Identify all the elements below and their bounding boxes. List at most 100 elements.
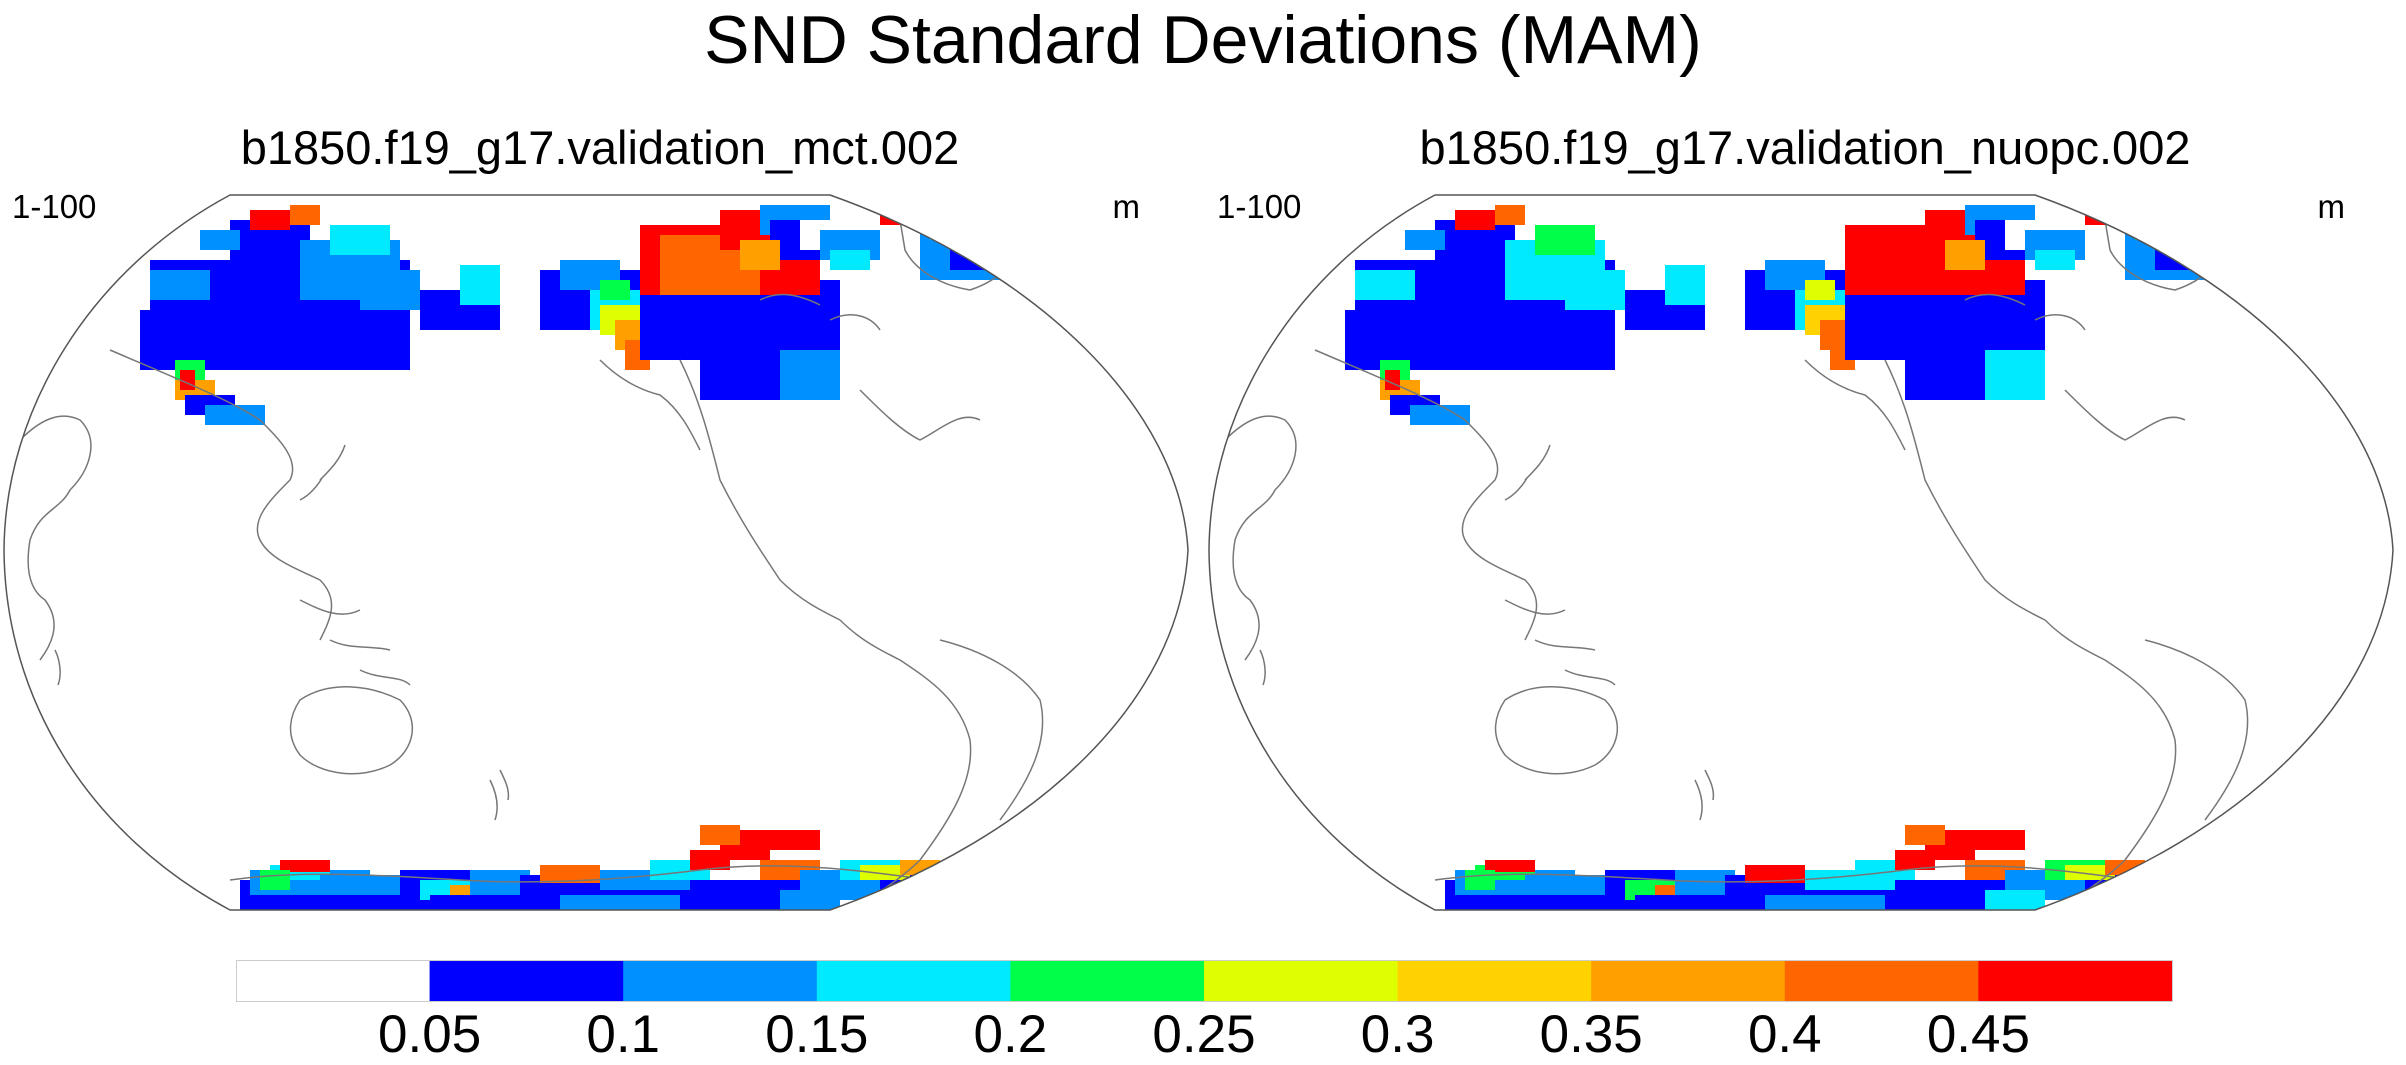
snow-field-cell [1535,225,1595,255]
snow-field-cell [1535,900,1635,910]
coastline [299,599,411,686]
colorbar-box [1204,960,1399,1002]
snow-field-cell [1455,210,1495,230]
snow-field-cell [1565,270,1625,310]
colorbar-tick-label: 0.3 [1360,1005,1435,1064]
coastline [2044,619,2177,901]
snow-field-cell [430,895,570,910]
snow-field-cell [1465,870,1495,890]
panel-title: b1850.f19_g17.validation_nuopc.002 [1419,121,2191,174]
panel-range-label: 1-100 [1217,188,1302,225]
coastline [109,349,333,641]
coastline [1314,349,1538,641]
snow-field-cell [1355,270,1415,300]
coastline [1434,865,2136,883]
snow-field-cell [1405,230,1445,250]
coastline [2064,389,2186,441]
snow-field-cell [1905,825,1945,845]
snow-field-cell [950,240,990,270]
snow-field-cell [2135,220,2165,240]
snow-field-cell [2035,250,2075,270]
snow-field-cell [140,310,300,370]
snow-field-cell [1635,895,1775,910]
coastline [1504,599,1616,686]
coastline [299,444,346,501]
coastline [939,639,1044,821]
snow-field-cell [1945,240,1985,270]
snow-field-cell [1985,890,2045,910]
coastline [1224,415,1297,661]
snow-field-cell [1745,865,1805,883]
map-nuopc [1208,194,2394,911]
snow-field-cell [1805,280,1835,300]
colorbar-tick-label: 0.1 [586,1005,661,1064]
snow-field-cell [320,875,400,895]
colorbar-box [236,960,431,1002]
snow-field-cell [1765,895,1885,910]
colorbar-tick-label: 0.15 [765,1005,869,1064]
coastline [229,865,931,883]
coastline [1504,444,1551,501]
snow-field-cell [1525,875,1605,895]
snow-field-cell [740,240,780,270]
snow-field-cell [880,205,920,225]
coastline [839,619,972,901]
panel-mct: b1850.f19_g17.validation_mct.002 1-100 m [0,110,1200,930]
coastline [859,389,981,441]
colorbar [236,960,2173,1002]
coastline [289,686,414,775]
snow-field-cell [830,250,870,270]
snow-field-cell [1345,310,1505,370]
panel-nuopc: b1850.f19_g17.validation_nuopc.002 1-100… [1205,110,2405,930]
coastline [759,293,881,331]
colorbar-tick-label: 0.2 [973,1005,1048,1064]
snow-field-cell [250,210,290,230]
coastline [19,415,92,661]
snow-field-cell [1985,350,2045,400]
panel-range-label: 1-100 [12,188,97,225]
colorbar-tick-label: 0.35 [1539,1005,1643,1064]
snow-field-cell [290,205,320,225]
panel-unit-label: m [1112,188,1141,225]
coastline [1884,359,2046,621]
coastline [679,359,841,621]
map-mct [3,194,1189,911]
colorbar-tick-label: 0.4 [1747,1005,1822,1064]
colorbar-box [1784,960,1979,1002]
colorbar-tick-label: 0.05 [378,1005,482,1064]
snow-field-cell [280,860,330,872]
snow-field-cell [360,270,420,310]
snow-field-cell [1385,370,1400,390]
colorbar-box [1978,960,2173,1002]
snow-field-cell [540,865,600,883]
snow-field-cell [2085,205,2125,225]
colorbar-tick-label: 0.45 [1926,1005,2030,1064]
map-frame [1208,194,2394,911]
snow-field-cell [460,265,500,305]
colorbar-tick-label: 0.25 [1152,1005,1256,1064]
snow-field-cell [1495,205,1525,225]
coastline [599,359,701,451]
snow-field-cell [2155,240,2195,270]
snow-field-cell [680,890,780,910]
snow-field-cell [780,350,840,400]
colorbar-box [816,960,1011,1002]
snow-field-cell [330,900,430,910]
figure-title: SND Standard Deviations (MAM) [704,2,1702,78]
snow-field-cell [930,220,960,240]
colorbar-box [429,960,624,1002]
snow-field-cell [260,870,290,890]
colorbar-box [1397,960,1592,1002]
panel-unit-label: m [2317,188,2346,225]
snow-field-cell [1485,860,1535,872]
coastline [1804,359,1906,451]
snow-field-cell [1945,830,2025,850]
colorbar-frame [236,960,2173,1002]
panel-title: b1850.f19_g17.validation_mct.002 [240,121,960,174]
snow-field-cell [205,405,265,425]
snow-field-cell [1885,890,1985,910]
coastline [2144,639,2249,821]
snow-field-cell [740,830,820,850]
colorbar-box [1591,960,1786,1002]
snow-field-cell [780,890,840,910]
